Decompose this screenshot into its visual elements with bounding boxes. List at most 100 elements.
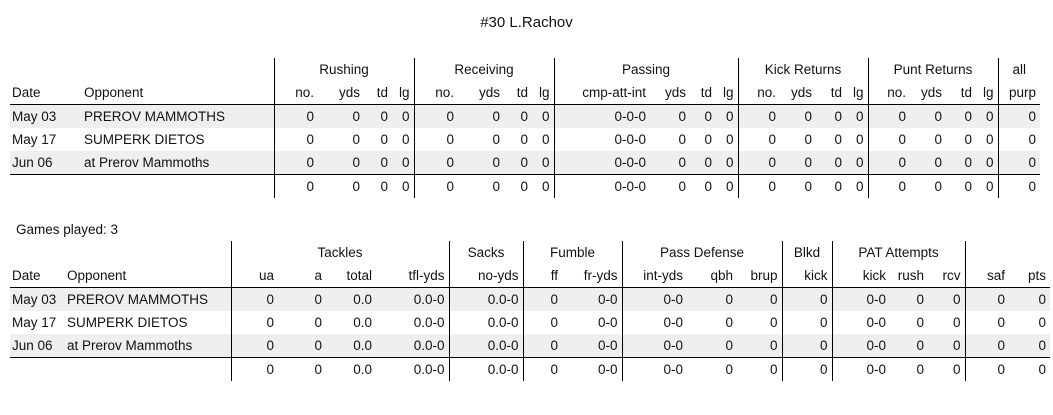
cell-value: 0 bbox=[834, 132, 842, 147]
cell-value: 0 bbox=[650, 151, 690, 175]
cell-value: 0 bbox=[997, 151, 1040, 175]
cell-value: 0 bbox=[781, 357, 832, 381]
cell-value: 0 bbox=[318, 174, 364, 198]
cell-value: 0 bbox=[504, 151, 532, 175]
cell-value: 0 bbox=[910, 151, 946, 175]
cell-value: 0 bbox=[278, 287, 326, 311]
cell-date bbox=[10, 357, 65, 381]
group-punt-returns: Punt Returns bbox=[867, 58, 998, 81]
cell-opponent: at Prerov Mammoths bbox=[82, 151, 274, 175]
cell-value: 0 bbox=[690, 104, 716, 128]
cell-value: 0 bbox=[976, 174, 998, 198]
cell-value: 0 bbox=[846, 104, 868, 128]
cell-value: 0 bbox=[650, 174, 690, 198]
cell-value: 0 bbox=[273, 128, 318, 151]
col-header: no-yds bbox=[448, 264, 523, 288]
cell-value: 0 bbox=[976, 104, 998, 128]
cell-value: 0 bbox=[928, 334, 965, 358]
cell-value: 0 bbox=[380, 132, 388, 147]
cell-value: 0 bbox=[392, 104, 414, 128]
cell-opponent bbox=[65, 357, 231, 381]
cell-value: 0-0 bbox=[831, 287, 890, 311]
cell-value: 0-0-0 bbox=[553, 151, 650, 175]
group-blkd: Blkd bbox=[781, 241, 832, 264]
cell-value: 0 bbox=[997, 174, 1040, 198]
col-header: yds bbox=[650, 81, 690, 105]
cell-value: 0 bbox=[769, 315, 778, 330]
col-header: ff bbox=[522, 264, 562, 288]
defense-group-row: Tackles Sacks Fumble Pass Defense Blkd P… bbox=[10, 241, 1050, 264]
cell-value: 0 bbox=[532, 174, 554, 198]
cell-value: 0 bbox=[910, 104, 946, 128]
offense-header-row: Date Opponent no. yds td lg no. yds td l… bbox=[10, 81, 1040, 105]
col-header: yds bbox=[318, 81, 364, 105]
cell-date bbox=[10, 174, 82, 198]
cell-date: Jun 06 bbox=[10, 334, 65, 358]
group-pass-defense: Pass Defense bbox=[621, 241, 782, 264]
col-header: yds bbox=[780, 81, 816, 105]
cell-value: 0 bbox=[318, 151, 364, 175]
cell-value: 0 bbox=[230, 357, 278, 381]
cell-value: 0 bbox=[504, 174, 532, 198]
col-header: int-yds bbox=[621, 264, 687, 288]
defense-header-row: Date Opponent ua a total tfl-yds no-yds … bbox=[10, 264, 1050, 288]
total-row: 0 0 0 0 0 0 0 0 0-0-0 0 0 0 0 0 0 0 0 0 0 0 0 bbox=[10, 174, 1040, 198]
cell-value: 0.0 bbox=[353, 315, 372, 330]
cell-value: 0 bbox=[890, 334, 928, 358]
cell-value: 0 bbox=[867, 104, 910, 128]
cell-opponent: at Prerov Mammoths bbox=[65, 334, 231, 358]
cell-value: 0 bbox=[716, 151, 738, 175]
cell-value: 0-0 bbox=[621, 287, 687, 311]
cell-value: 0 bbox=[458, 174, 504, 198]
cell-value: 0 bbox=[413, 128, 458, 151]
col-header: kick bbox=[831, 264, 890, 288]
cell-value: 0 bbox=[520, 132, 528, 147]
cell-date: May 17 bbox=[12, 132, 57, 147]
group-all: all bbox=[997, 58, 1040, 81]
cell-value: 0 bbox=[964, 287, 1009, 311]
group-passing: Passing bbox=[553, 58, 738, 81]
cell-value: 0 bbox=[867, 128, 910, 151]
cell-value: 0 bbox=[997, 104, 1040, 128]
col-header: a bbox=[278, 264, 326, 288]
cell-value: 0-0 bbox=[621, 357, 687, 381]
cell-value: 0 bbox=[780, 174, 816, 198]
cell-value: 0 bbox=[781, 334, 832, 358]
cell-value: 0.0 bbox=[326, 334, 376, 358]
col-header: td bbox=[946, 81, 976, 105]
cell-value: 0.0-0 bbox=[448, 311, 523, 334]
cell-value: 0 bbox=[716, 174, 738, 198]
cell-value: 0 bbox=[522, 311, 562, 334]
cell-value: 0 bbox=[725, 315, 733, 330]
cell-value: 0.0-0 bbox=[448, 287, 523, 311]
cell-value: 0 bbox=[928, 287, 965, 311]
group-rushing: Rushing bbox=[273, 58, 414, 81]
cell-value: 0 bbox=[364, 151, 392, 175]
cell-value: 0 bbox=[737, 128, 780, 151]
cell-value: 0-0-0 bbox=[553, 128, 650, 151]
cell-value: 0-0-0 bbox=[553, 104, 650, 128]
cell-value: 0 bbox=[650, 104, 690, 128]
cell-value: 0 bbox=[846, 151, 868, 175]
col-date: Date bbox=[10, 81, 82, 105]
group-receiving: Receiving bbox=[413, 58, 554, 81]
cell-value: 0 bbox=[846, 174, 868, 198]
group-tackles: Tackles bbox=[230, 241, 449, 264]
cell-date: May 17 bbox=[12, 315, 57, 330]
table-row: Jun 06 at Prerov Mammoths 0 0 0.0 0.0-0 0.0-0 0… bbox=[10, 334, 1050, 358]
cell-value: 0 bbox=[816, 151, 846, 175]
cell-value: 0 bbox=[687, 334, 737, 358]
col-header: lg bbox=[716, 81, 738, 105]
col-header: td bbox=[690, 81, 716, 105]
defense-stats-table: Tackles Sacks Fumble Pass Defense Blkd P… bbox=[10, 241, 1050, 381]
cell-value: 0 bbox=[273, 151, 318, 175]
col-header: ua bbox=[230, 264, 278, 288]
cell-value: 0 bbox=[737, 151, 780, 175]
cell-value: 0 bbox=[392, 151, 414, 175]
cell-value: 0 bbox=[273, 104, 318, 128]
cell-value: 0.0 bbox=[326, 287, 376, 311]
cell-value: 0 bbox=[964, 132, 972, 147]
cell-value: 0 bbox=[541, 132, 550, 147]
offense-stats-table: Rushing Receiving Passing Kick Returns P… bbox=[10, 58, 1040, 198]
cell-value: 0 bbox=[804, 132, 812, 147]
